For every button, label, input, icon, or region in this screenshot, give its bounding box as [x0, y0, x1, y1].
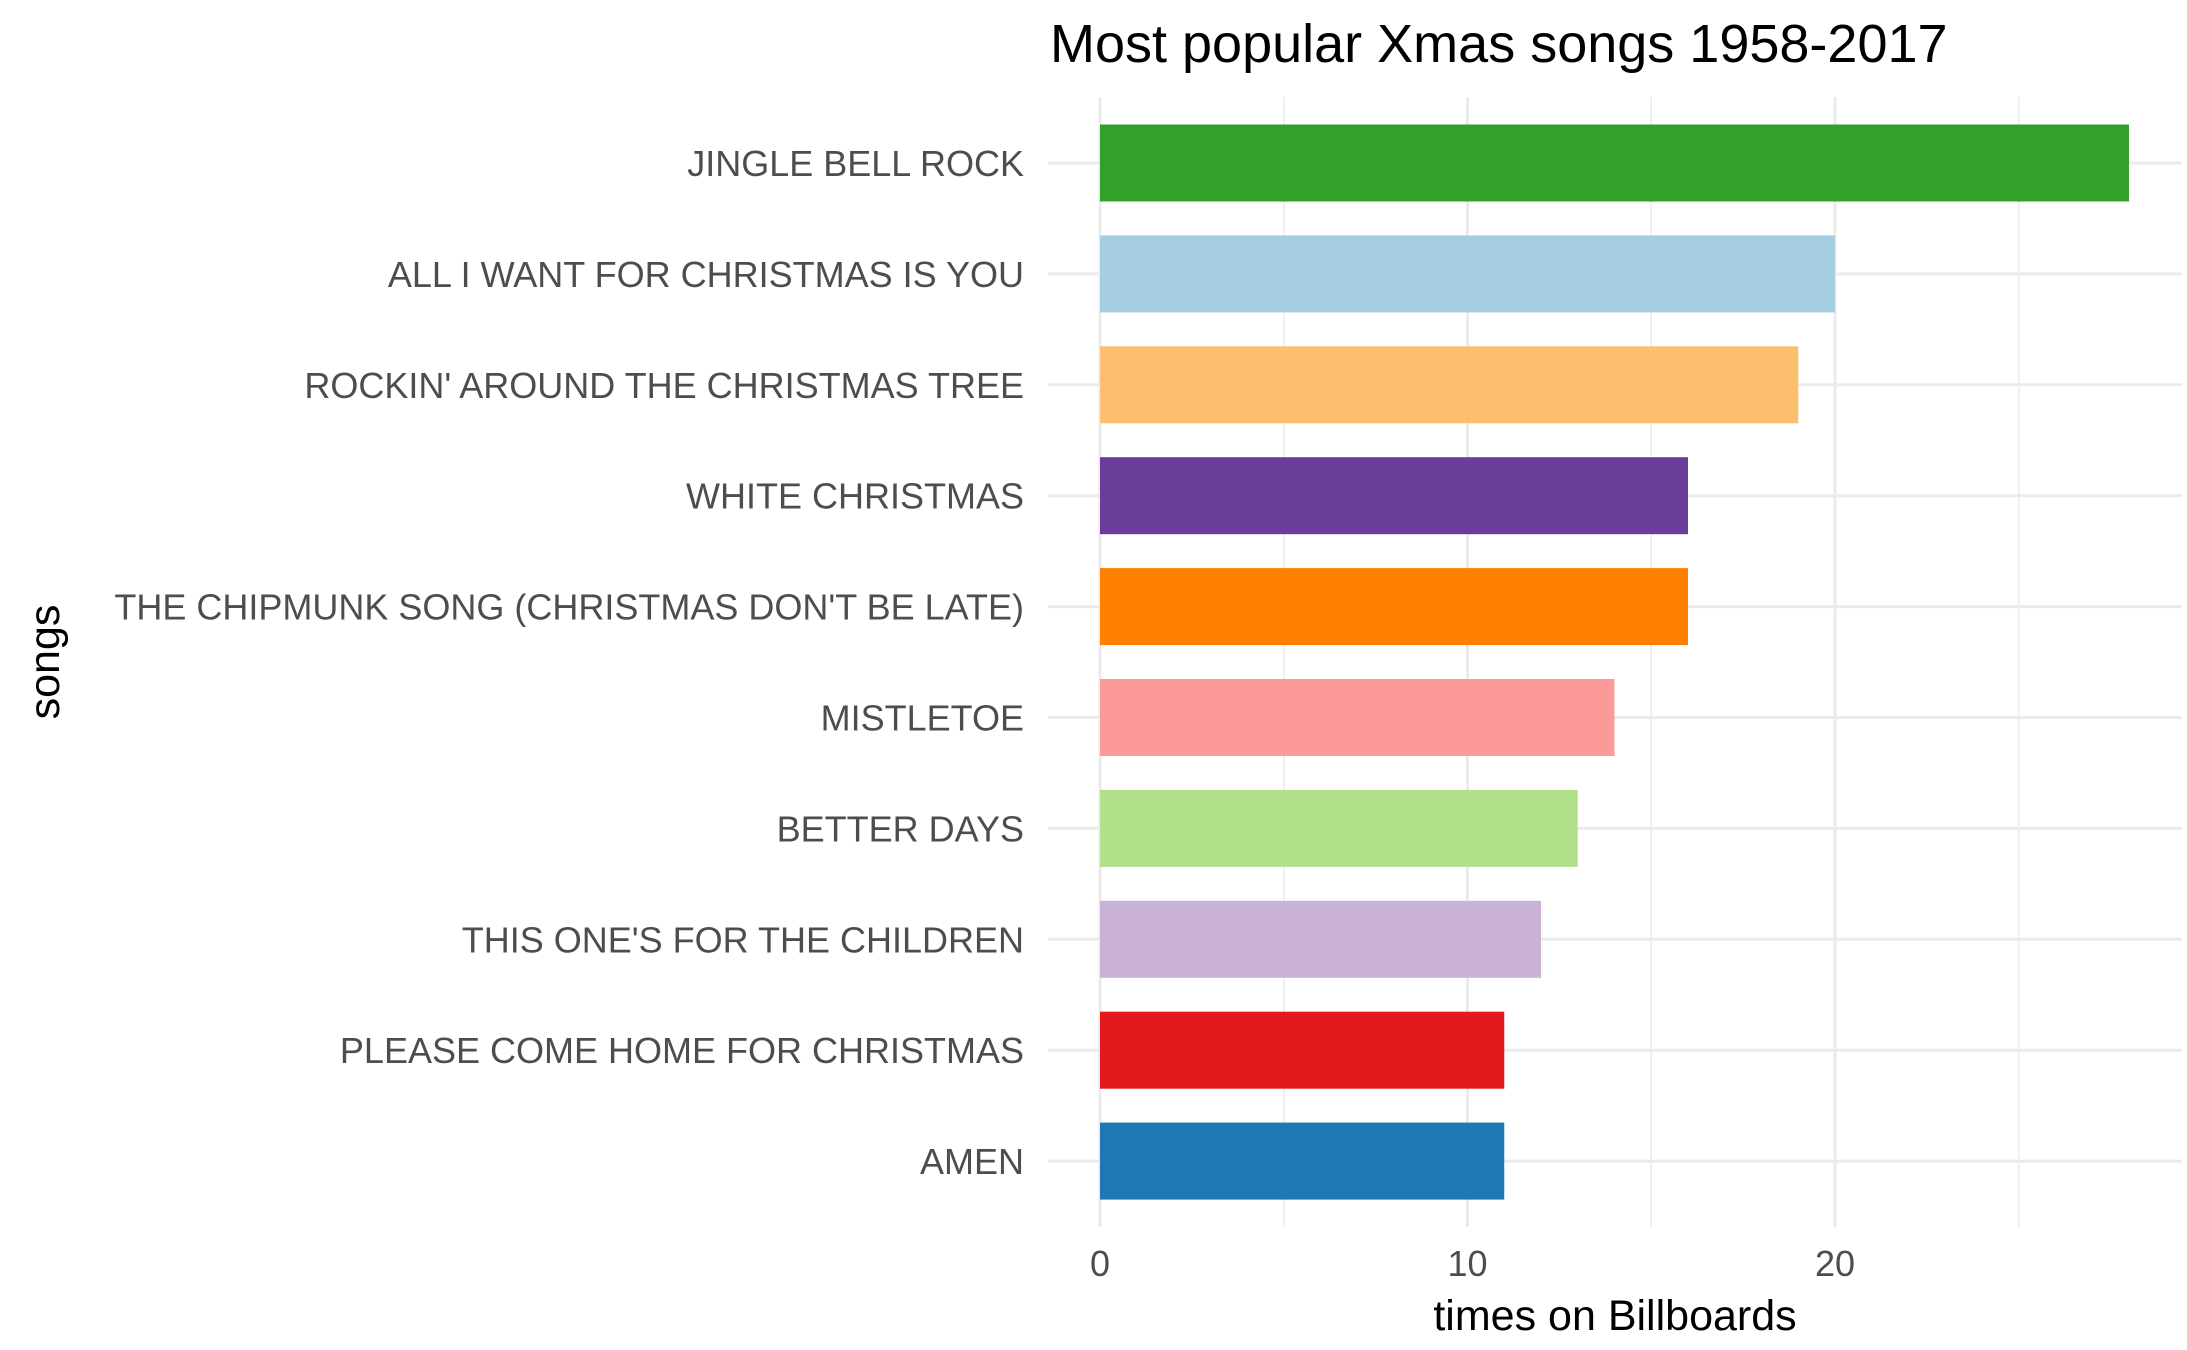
- bar: [1100, 235, 1835, 313]
- chart-title: Most popular Xmas songs 1958-2017: [1050, 14, 1948, 74]
- y-tick-label: ALL I WANT FOR CHRISTMAS IS YOU: [388, 254, 1024, 295]
- x-tick-label: 20: [1815, 1243, 1855, 1284]
- y-tick-label: ROCKIN' AROUND THE CHRISTMAS TREE: [304, 365, 1024, 406]
- y-tick-labels: JINGLE BELL ROCK ALL I WANT FOR CHRISTMAS…: [114, 143, 1024, 1182]
- y-tick-label: THIS ONE'S FOR THE CHILDREN: [462, 919, 1024, 960]
- y-tick-label: JINGLE BELL ROCK: [687, 143, 1024, 184]
- y-tick-label: WHITE CHRISTMAS: [686, 476, 1024, 517]
- x-tick-label: 0: [1090, 1243, 1110, 1284]
- y-tick-label: PLEASE COME HOME FOR CHRISTMAS: [340, 1030, 1024, 1071]
- bar: [1100, 1011, 1505, 1089]
- bar: [1100, 789, 1578, 867]
- bar: [1100, 568, 1688, 646]
- y-axis-title: songs: [21, 605, 69, 720]
- bar: [1100, 900, 1541, 978]
- y-tick-label: BETTER DAYS: [777, 808, 1024, 849]
- x-tick-labels: 0 10 20: [1090, 1243, 1855, 1284]
- bar: [1100, 1122, 1505, 1200]
- bar: [1100, 124, 2129, 202]
- bar: [1100, 346, 1799, 424]
- y-tick-label: AMEN: [920, 1141, 1024, 1182]
- y-tick-label: MISTLETOE: [821, 698, 1024, 739]
- y-tick-label: THE CHIPMUNK SONG (CHRISTMAS DON'T BE LA…: [114, 587, 1024, 628]
- bar: [1100, 679, 1615, 756]
- bars: [1100, 124, 2129, 1200]
- x-axis-title: times on Billboards: [1433, 1292, 1796, 1340]
- bar: [1100, 457, 1688, 535]
- x-tick-label: 10: [1447, 1243, 1487, 1284]
